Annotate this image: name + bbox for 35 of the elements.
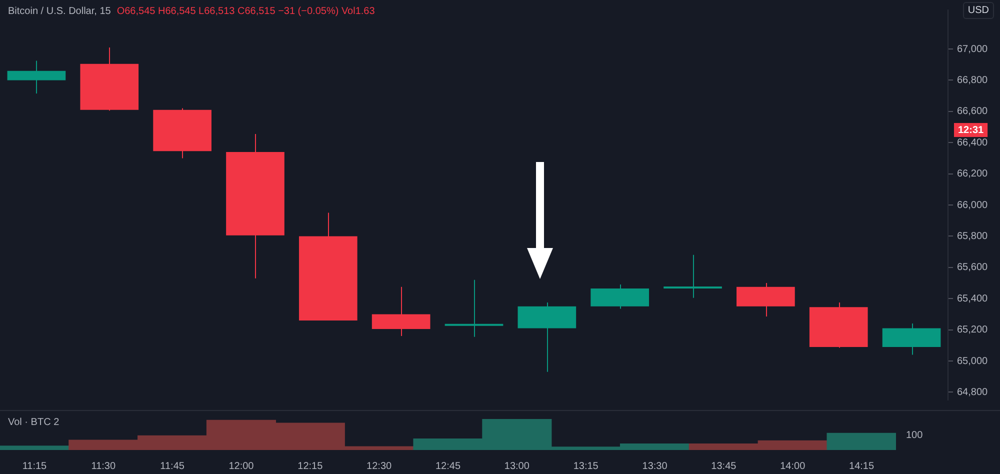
x-tick-label: 13:00 <box>504 460 530 472</box>
x-tick-label: 12:00 <box>228 460 254 472</box>
candlestick <box>664 254 722 298</box>
y-tick-label: 65,800 <box>957 230 988 242</box>
y-axis-title: USD <box>962 2 994 19</box>
candlestick <box>444 279 504 338</box>
x-tick-label: 13:15 <box>573 460 599 472</box>
x-tick-label: 12:15 <box>298 460 324 472</box>
y-tick-label: 65,000 <box>957 356 988 367</box>
y-tick-label: 66,800 <box>957 74 988 86</box>
y-tick-label: 65,600 <box>957 262 988 274</box>
y-tick-label: 66,600 <box>957 106 988 118</box>
y-tick-label: 65,400 <box>957 293 988 304</box>
x-tick-label: 13:45 <box>711 460 737 472</box>
x-tick-label: 12:45 <box>435 460 461 472</box>
bar <box>826 432 896 450</box>
x-tick-label: 12:30 <box>366 460 392 472</box>
y-tick-label: 65,200 <box>957 324 988 336</box>
x-tick-label: 11:15 <box>22 460 48 472</box>
chart-title: Bitcoin / U.S. Dollar, 15 <box>8 6 111 17</box>
y-tick-label: 66,400 <box>957 137 988 148</box>
x-tick-label: 11:45 <box>160 460 185 472</box>
chart-subtitle: O66,545 H66,545 L66,513 C66,515 −31 (−0.05%) Vol1.63 <box>116 6 375 17</box>
x-tick-label: 11:30 <box>91 460 116 472</box>
y-tick-label: 66,000 <box>957 200 988 211</box>
y-tick-label: 64,800 <box>957 386 988 398</box>
text: 12:31 <box>958 124 984 136</box>
text: 100 <box>906 430 924 441</box>
y-tick-label: 67,000 <box>957 44 988 55</box>
x-tick-label: 14:00 <box>780 460 806 472</box>
chart-title: Vol · BTC 2 <box>8 417 60 428</box>
x-tick-label: 14:15 <box>849 460 874 472</box>
y-tick-label: 66,200 <box>957 168 988 180</box>
x-tick-label: 13:30 <box>642 460 668 472</box>
bar <box>0 446 70 450</box>
